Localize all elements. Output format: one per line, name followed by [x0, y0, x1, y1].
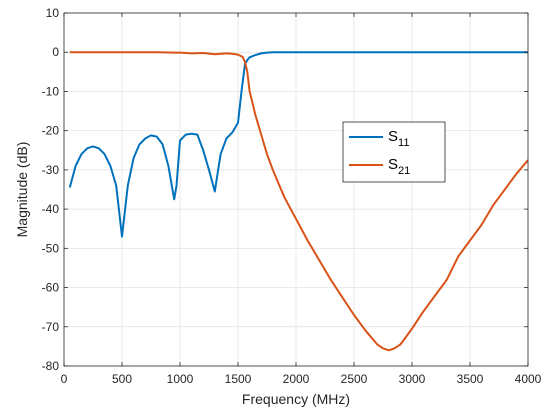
legend-entry-s21-sub: 21 — [398, 165, 410, 177]
y-tick-label: -50 — [42, 241, 60, 255]
y-tick-label: -80 — [42, 359, 60, 373]
x-tick-label: 3500 — [457, 372, 484, 386]
series-lines — [68, 51, 529, 352]
y-tick-labels: -80 -70 -60 -50 -40 -30 -20 -10 0 10 — [42, 6, 60, 373]
x-tick-labels: 0 500 1000 1500 2000 2500 3000 3500 4000 — [61, 372, 542, 386]
legend: S11 S21 — [342, 121, 446, 183]
legend-box — [342, 121, 446, 183]
y-tick-label: -20 — [42, 124, 60, 138]
y-axis-label: Magnitude (dB) — [14, 142, 30, 238]
y-tick-label: -10 — [42, 84, 60, 98]
legend-entry-s11: S11 — [388, 128, 409, 149]
x-axis-label: Frequency (MHz) — [242, 391, 350, 407]
series-line-s21 — [69, 51, 529, 352]
x-tick-label: 2500 — [341, 372, 368, 386]
x-tick-label: 4000 — [515, 372, 542, 386]
y-tick-label: -30 — [42, 163, 60, 177]
x-tick-label: 2000 — [283, 372, 310, 386]
y-tick-label: -60 — [42, 281, 60, 295]
y-tick-label: -70 — [42, 320, 60, 334]
legend-entry-s21-main: S — [388, 156, 398, 173]
x-tick-label: 1000 — [167, 372, 194, 386]
legend-entry-s11-sub: 11 — [398, 137, 409, 149]
x-tick-label: 1500 — [225, 372, 252, 386]
x-tick-label: 500 — [112, 372, 132, 386]
legend-entry-s21: S21 — [388, 156, 410, 177]
y-tick-label: -40 — [42, 202, 60, 216]
y-tick-label: 0 — [52, 45, 59, 59]
x-tick-label: 3000 — [399, 372, 426, 386]
y-tick-label: 10 — [46, 6, 60, 20]
x-tick-label: 0 — [61, 372, 68, 386]
series-line-s11 — [68, 51, 528, 238]
legend-entry-s11-main: S — [388, 128, 398, 145]
axis-ticks — [63, 12, 529, 367]
